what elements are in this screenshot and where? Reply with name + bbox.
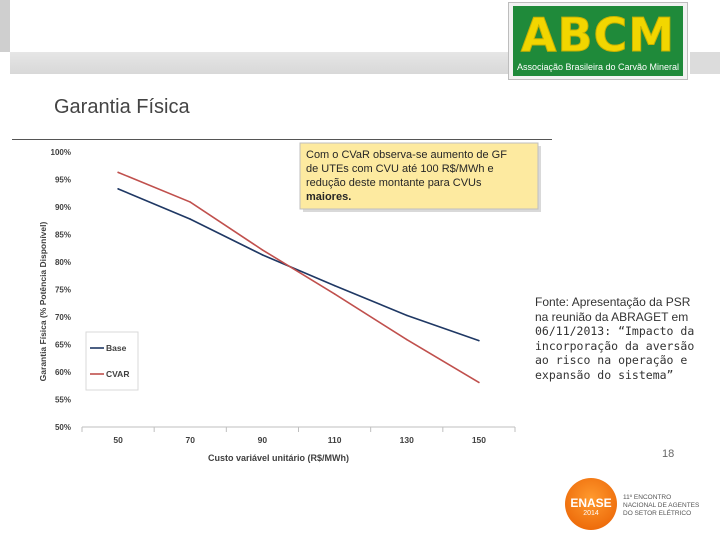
x-tick-label: 90	[258, 435, 268, 445]
header-left-accent	[0, 0, 10, 52]
data-point-cvar	[261, 249, 264, 251]
chart-top-rule	[12, 139, 552, 140]
abcm-logo-text: ABCM	[520, 8, 676, 63]
enase-logo-name: ENASE	[570, 496, 612, 510]
y-tick-label: 90%	[55, 203, 71, 212]
abcm-logo-subtitle: Associação Brasileira do Carvão Mineral	[516, 62, 680, 72]
x-tick-label: 50	[113, 435, 123, 445]
x-tick-label: 70	[186, 435, 196, 445]
data-point-cvar	[117, 171, 119, 174]
data-point-base	[261, 254, 264, 256]
header-stripe-right	[690, 52, 720, 74]
series-line-base	[117, 188, 480, 342]
enase-logo: ENASE 2014 11º ENCONTRO NACIONAL DE AGEN…	[565, 476, 705, 532]
y-tick-label: 55%	[55, 396, 71, 405]
line-chart: 50% 55% 60% 65% 70% 75% 80% 85% 90% 95% 100% 50 70 90…	[38, 142, 541, 463]
data-point-cvar	[189, 201, 192, 203]
x-axis-title: Custo variável unitário (R$/MWh)	[208, 453, 349, 463]
source-line: incorporação da aversão	[535, 338, 695, 353]
enase-logo-description: 11º ENCONTRO NACIONAL DE AGENTES DO SETO…	[623, 494, 700, 517]
y-axis-title: Garantia Física (% Potência Disponível)	[38, 222, 48, 382]
y-tick-label: 50%	[55, 423, 71, 432]
annotation-line: de UTEs com CVU até 100 R$/MWh e	[306, 163, 494, 175]
page-number: 18	[662, 448, 675, 460]
y-tick-label: 65%	[55, 341, 71, 350]
x-tick-label: 150	[472, 435, 486, 445]
abcm-logo: ABCM Associação Brasileira do Carvão Min…	[508, 2, 688, 80]
data-point-cvar	[333, 293, 336, 295]
source-line: na reunião da ABRAGET em	[535, 309, 689, 324]
source-line: 06/11/2013: “Impacto da	[535, 324, 695, 338]
y-tick-label: 60%	[55, 368, 71, 377]
annotation-box	[299, 142, 539, 210]
data-point-base	[333, 284, 336, 287]
source-line: ao risco na operação e	[535, 353, 688, 367]
source-line: Fonte: Apresentação da PSR	[535, 295, 691, 309]
y-tick-label: 80%	[55, 258, 71, 267]
enase-logo-year: 2014	[583, 510, 599, 517]
legend-label-cvar: CVAR	[106, 369, 129, 379]
y-tick-label: 100%	[51, 148, 71, 157]
data-point-base	[405, 314, 408, 317]
series-line-cvar	[117, 171, 480, 384]
source-note: Fonte: Apresentação da PSR na reunião da…	[535, 295, 715, 382]
data-point-cvar	[478, 381, 480, 384]
legend-label-base: Base	[106, 343, 127, 353]
data-point-base	[478, 339, 480, 342]
annotation-line: redução deste montante para CVUs	[306, 177, 482, 189]
abcm-logo-panel: ABCM Associação Brasileira do Carvão Min…	[513, 6, 683, 76]
source-line: expansão do sistema”	[535, 367, 674, 382]
y-tick-label: 95%	[55, 176, 71, 185]
y-tick-label: 75%	[55, 286, 71, 295]
data-point-cvar	[405, 338, 408, 341]
data-point-base	[189, 218, 192, 220]
slide-title: Garantia Física	[54, 96, 190, 118]
y-tick-label: 70%	[55, 313, 71, 322]
y-tick-label: 85%	[55, 231, 71, 240]
annotation-line: maiores.	[306, 191, 351, 203]
enase-logo-circle	[565, 478, 617, 530]
data-point-base	[117, 188, 119, 190]
annotation-line: Com o CVaR observa-se aumento de GF	[306, 149, 507, 161]
header-stripe	[10, 52, 510, 74]
x-tick-label: 110	[328, 435, 342, 445]
legend-box	[85, 331, 139, 391]
x-tick-label: 130	[400, 435, 414, 445]
